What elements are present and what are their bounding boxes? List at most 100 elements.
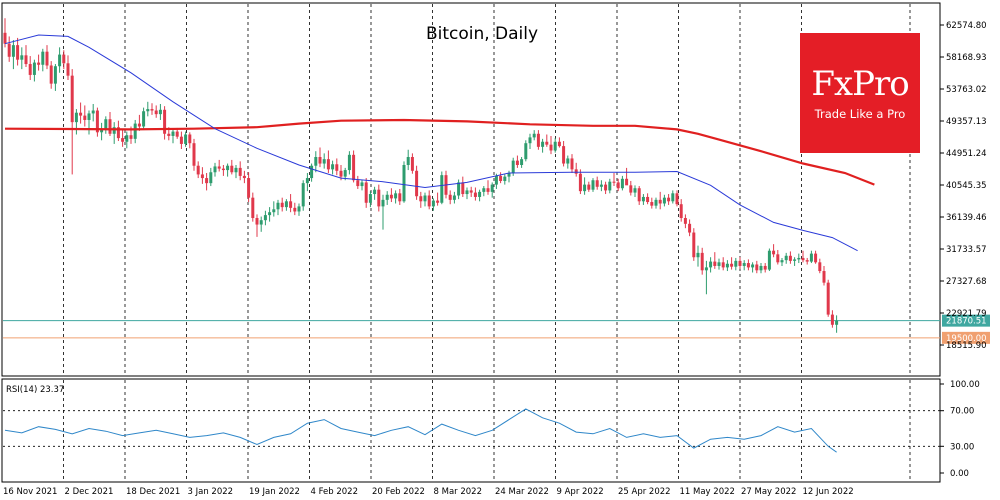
candle-body xyxy=(28,64,32,75)
candle-body xyxy=(755,264,759,271)
chart-title: Bitcoin, Daily xyxy=(426,24,538,44)
candle-body xyxy=(482,188,486,192)
level-tag xyxy=(942,331,990,344)
candle-body xyxy=(730,263,734,267)
candle-body xyxy=(24,55,28,65)
y-tick-label: 22921.79 xyxy=(946,309,987,319)
candle-body xyxy=(604,184,608,191)
candle-body xyxy=(822,271,826,283)
candle-body xyxy=(591,180,595,190)
ma-line-ma50 xyxy=(4,34,858,252)
candle-body xyxy=(100,128,104,133)
candle-body xyxy=(587,184,591,190)
candle-body xyxy=(683,218,687,224)
candle-body xyxy=(436,200,440,203)
candle-body xyxy=(41,51,45,65)
candle-body xyxy=(331,164,335,170)
candle-body xyxy=(553,141,557,151)
candle-body xyxy=(175,131,179,137)
candle-body xyxy=(137,123,141,127)
y-tick-label: 53763.02 xyxy=(946,85,987,95)
candle-body xyxy=(507,172,511,177)
x-tick-label: 12 Jun 2022 xyxy=(803,487,854,497)
candle-body xyxy=(465,190,469,195)
candle-body xyxy=(259,220,263,225)
level-lines: 21870.51 19500.00 xyxy=(3,314,990,344)
candle-body xyxy=(373,189,377,195)
rsi-line xyxy=(4,408,837,453)
candle-body xyxy=(658,199,662,204)
moving-averages xyxy=(4,34,875,252)
candle-body xyxy=(679,204,683,219)
candle-body xyxy=(347,154,351,171)
candle-body xyxy=(154,110,158,115)
candle-body xyxy=(814,253,818,263)
x-tick-label: 11 May 2022 xyxy=(680,487,735,497)
candle-body xyxy=(385,194,389,200)
x-tick-label: 18 Dec 2021 xyxy=(126,487,180,497)
candle-body xyxy=(7,43,11,57)
candle-body xyxy=(671,193,675,202)
candle-body xyxy=(221,168,225,171)
candle-body xyxy=(381,199,385,207)
candle-body xyxy=(95,110,99,133)
price-axis: 62574.80 58168.93 53763.02 49357.13 44951.24… xyxy=(940,21,987,351)
candle-body xyxy=(192,143,196,166)
candle-body xyxy=(87,113,91,120)
candle-body xyxy=(70,75,74,123)
brand-name: FxPro xyxy=(811,64,909,104)
candle-body xyxy=(213,166,217,173)
candles xyxy=(3,18,839,333)
candle-body xyxy=(368,194,372,203)
x-tick-label: 9 Apr 2022 xyxy=(557,487,604,497)
x-tick-label: 25 Apr 2022 xyxy=(618,487,671,497)
candle-body xyxy=(310,165,314,179)
candle-body xyxy=(326,159,330,170)
candle-body xyxy=(184,134,188,144)
rsi-tick-label: 70.00 xyxy=(950,407,974,417)
candle-body xyxy=(394,193,398,199)
candle-body xyxy=(133,123,137,139)
candle-body xyxy=(129,135,133,139)
candle-body xyxy=(583,184,587,192)
candle-body xyxy=(494,175,498,185)
candle-body xyxy=(633,188,637,193)
candle-body xyxy=(343,170,347,177)
candle-body xyxy=(835,320,839,325)
candle-body xyxy=(230,165,234,173)
candle-body xyxy=(146,109,150,112)
candle-body xyxy=(646,196,650,203)
candle-body xyxy=(696,252,700,258)
candle-body xyxy=(335,164,339,171)
level-label: 19500.00 xyxy=(946,334,987,344)
candle-body xyxy=(511,160,515,173)
candle-body xyxy=(452,195,456,200)
main-panel-frame xyxy=(1,2,941,377)
candle-body xyxy=(478,191,482,197)
y-tick-label: 40545.35 xyxy=(946,181,987,191)
x-tick-label: 3 Jan 2022 xyxy=(188,487,234,497)
candle-body xyxy=(263,215,267,221)
candle-body xyxy=(721,262,725,268)
candle-body xyxy=(360,182,364,187)
candle-body xyxy=(650,202,654,206)
candle-body xyxy=(788,255,792,261)
candle-body xyxy=(578,173,582,192)
candle-body xyxy=(595,180,599,187)
candle-body xyxy=(532,133,536,138)
candle-body xyxy=(440,175,444,203)
candle-body xyxy=(713,261,717,266)
candle-body xyxy=(784,255,788,261)
candle-body xyxy=(515,160,519,165)
candle-body xyxy=(79,112,83,116)
candle-body xyxy=(398,193,402,202)
fxpro-logo: FxPro Trade Like a Pro xyxy=(800,33,920,153)
candle-body xyxy=(503,176,507,181)
candle-body xyxy=(574,169,578,174)
candle-body xyxy=(599,184,603,187)
candle-body xyxy=(629,185,633,193)
candle-body xyxy=(305,178,309,184)
candle-body xyxy=(205,178,209,184)
x-tick-label: 4 Feb 2022 xyxy=(311,487,359,497)
candle-body xyxy=(11,45,15,57)
